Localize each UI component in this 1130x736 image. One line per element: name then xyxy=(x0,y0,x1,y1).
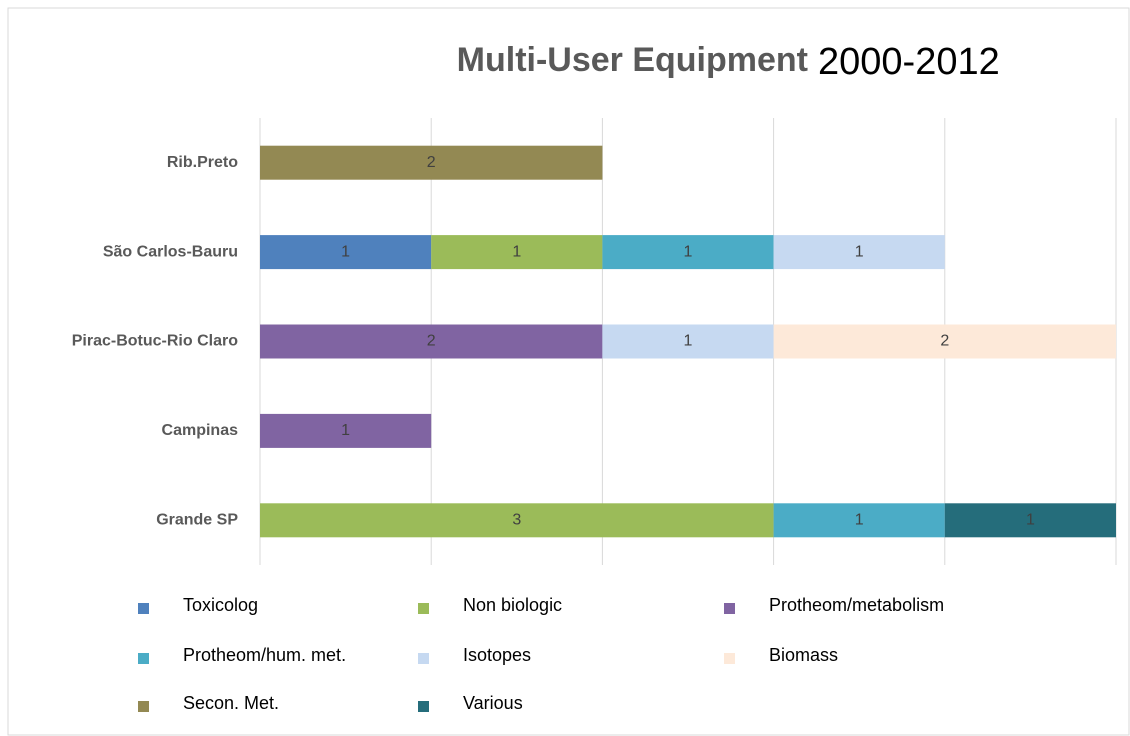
legend-label: Secon. Met. xyxy=(183,693,279,713)
legend-swatch xyxy=(418,701,429,712)
bar-segment xyxy=(602,235,774,270)
legend-swatch xyxy=(724,653,735,664)
data-label: 1 xyxy=(684,333,693,350)
legend-swatch xyxy=(138,653,149,664)
legend-label: Biomass xyxy=(769,645,838,665)
data-label: 1 xyxy=(684,243,693,260)
bar-segment xyxy=(260,324,603,359)
bar-segment xyxy=(773,235,945,270)
legend-swatch xyxy=(418,653,429,664)
y-tick-label: Grande SP xyxy=(156,512,238,529)
data-label: 2 xyxy=(940,333,949,350)
bar-segment xyxy=(773,503,945,538)
legend-swatch xyxy=(418,603,429,614)
chart-border xyxy=(7,7,1130,736)
data-label: 1 xyxy=(855,243,864,260)
y-tick-label: Rib.Preto xyxy=(167,154,238,171)
legend-swatch xyxy=(138,701,149,712)
y-tick-label: Pirac-Botuc-Rio Claro xyxy=(72,333,238,350)
y-tick-label: São Carlos-Bauru xyxy=(103,243,238,260)
legend-label: Various xyxy=(463,693,523,713)
legend-label: Toxicolog xyxy=(183,595,258,615)
data-label: 1 xyxy=(1026,512,1035,529)
data-label: 3 xyxy=(512,512,521,529)
bar-segment xyxy=(260,235,432,270)
legend-label: Protheom/hum. met. xyxy=(183,645,346,665)
bar-segment xyxy=(431,235,603,270)
legend-swatch xyxy=(724,603,735,614)
data-label: 1 xyxy=(341,422,350,439)
data-label: 1 xyxy=(855,512,864,529)
legend-label: Protheom/metabolism xyxy=(769,595,944,615)
data-label: 2 xyxy=(427,333,436,350)
chart-title: Multi-User Equipment xyxy=(457,41,808,79)
bar-segment xyxy=(260,413,432,448)
legend-swatch xyxy=(138,603,149,614)
bar-segment xyxy=(260,503,774,538)
legend-label: Non biologic xyxy=(463,595,562,615)
bar-segment xyxy=(602,324,774,359)
data-label: 2 xyxy=(427,154,436,171)
legend-label: Isotopes xyxy=(463,645,531,665)
bar-segment xyxy=(773,324,1116,359)
chart-subtitle: 2000-2012 xyxy=(818,41,1000,83)
bar-segment xyxy=(260,145,603,180)
data-label: 1 xyxy=(512,243,521,260)
data-label: 1 xyxy=(341,243,350,260)
bar-segment xyxy=(944,503,1116,538)
y-tick-label: Campinas xyxy=(162,422,239,439)
